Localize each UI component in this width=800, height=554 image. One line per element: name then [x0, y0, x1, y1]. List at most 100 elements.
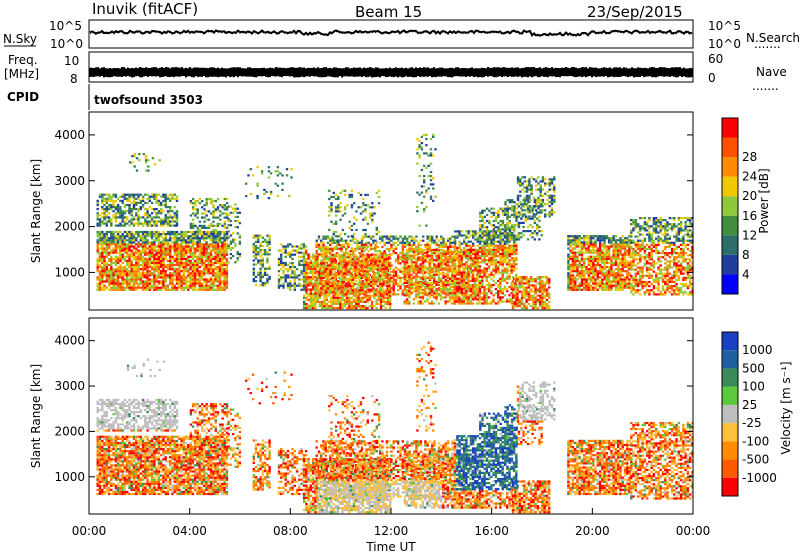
echo-cell [148, 249, 151, 252]
echo-cell [373, 294, 376, 297]
echo-cell [157, 243, 161, 246]
echo-cell [263, 282, 267, 285]
echo-cell [403, 275, 406, 278]
echo-cell [370, 269, 374, 273]
echo-cell [374, 293, 377, 296]
echo-cell [471, 294, 474, 297]
echo-cell [123, 241, 127, 244]
echo-cell [463, 294, 466, 297]
echo-cell [304, 282, 308, 285]
echo-cell [160, 243, 163, 246]
echo-cell [350, 282, 353, 285]
echo-cell [453, 244, 457, 247]
echo-cell [442, 239, 445, 242]
echo-cell [365, 258, 368, 261]
echo-cell [375, 276, 378, 279]
echo-cell [254, 253, 258, 256]
echo-cell [286, 284, 290, 287]
echo-cell [458, 292, 461, 295]
echo-cell [162, 257, 165, 260]
echo-cell [322, 252, 325, 255]
echo-cell [162, 222, 165, 225]
echo-cell [364, 305, 367, 308]
echo-cell [189, 245, 192, 248]
echo-cell [171, 195, 174, 198]
echo-cell [216, 276, 219, 279]
echo-cell [180, 253, 183, 256]
echo-cell [261, 249, 264, 252]
echo-cell [162, 247, 165, 250]
echo-cell [428, 247, 432, 251]
echo-cell [184, 230, 188, 234]
echo-cell [191, 274, 195, 277]
echo-cell [453, 283, 457, 287]
echo-cell [180, 261, 183, 265]
echo-cell [331, 272, 334, 275]
echo-cell [198, 220, 202, 223]
echo-cell [289, 282, 292, 285]
echo-cell [376, 291, 380, 294]
echo-cell [162, 230, 165, 234]
echo-cell [317, 243, 321, 246]
echo-cell [370, 276, 374, 279]
echo-cell [155, 220, 158, 223]
echo-cell [171, 224, 174, 227]
echo-cell [205, 282, 208, 285]
echo-cell [173, 197, 176, 200]
echo-cell [218, 270, 222, 273]
echo-cell [148, 282, 151, 285]
echo-cell [448, 298, 452, 301]
echo-cell [221, 259, 224, 262]
echo-cell [166, 197, 170, 200]
echo-cell [105, 286, 108, 289]
echo-cell [405, 294, 409, 297]
echo-cell [347, 245, 350, 248]
echo-cell [155, 274, 158, 277]
echo-cell [212, 235, 215, 238]
echo-cell [180, 251, 183, 254]
echo-cell [207, 266, 210, 269]
echo-cell [460, 300, 463, 303]
echo-cell [437, 269, 440, 272]
echo-cell [421, 292, 425, 295]
echo-cell [314, 257, 317, 260]
echo-cell [103, 270, 106, 273]
echo-cell [360, 250, 364, 253]
echo-cell [203, 274, 206, 277]
echo-cell [349, 291, 352, 294]
echo-cell [189, 247, 193, 250]
echo-cell [157, 270, 161, 273]
echo-cell [198, 233, 201, 236]
echo-cell [184, 247, 188, 250]
echo-cell [207, 210, 211, 213]
echo-cell [266, 282, 269, 285]
echo-cell [155, 199, 158, 202]
echo-cell [148, 224, 151, 227]
echo-cell [405, 259, 409, 262]
echo-cell [386, 274, 390, 277]
echo-cell [325, 298, 328, 301]
echo-cell [320, 241, 323, 244]
echo-cell [128, 266, 131, 269]
echo-cell [225, 214, 229, 217]
echo-cell [198, 274, 201, 277]
echo-cell [360, 291, 364, 294]
echo-cell [207, 237, 210, 240]
echo-cell [126, 263, 129, 267]
echo-cell [98, 214, 102, 217]
echo-cell [282, 266, 285, 269]
echo-cell [383, 270, 386, 273]
echo-cell [369, 247, 373, 251]
echo-cell [187, 255, 190, 258]
echo-cell [356, 276, 359, 279]
echo-cell [184, 243, 188, 246]
echo-cell [182, 274, 185, 277]
echo-cell [103, 214, 106, 217]
echo-cell [200, 255, 204, 258]
echo-cell [419, 250, 422, 254]
echo-cell [205, 288, 208, 291]
echo-cell [410, 279, 413, 282]
echo-cell [254, 234, 258, 237]
echo-cell [98, 247, 102, 250]
echo-cell [433, 263, 436, 266]
